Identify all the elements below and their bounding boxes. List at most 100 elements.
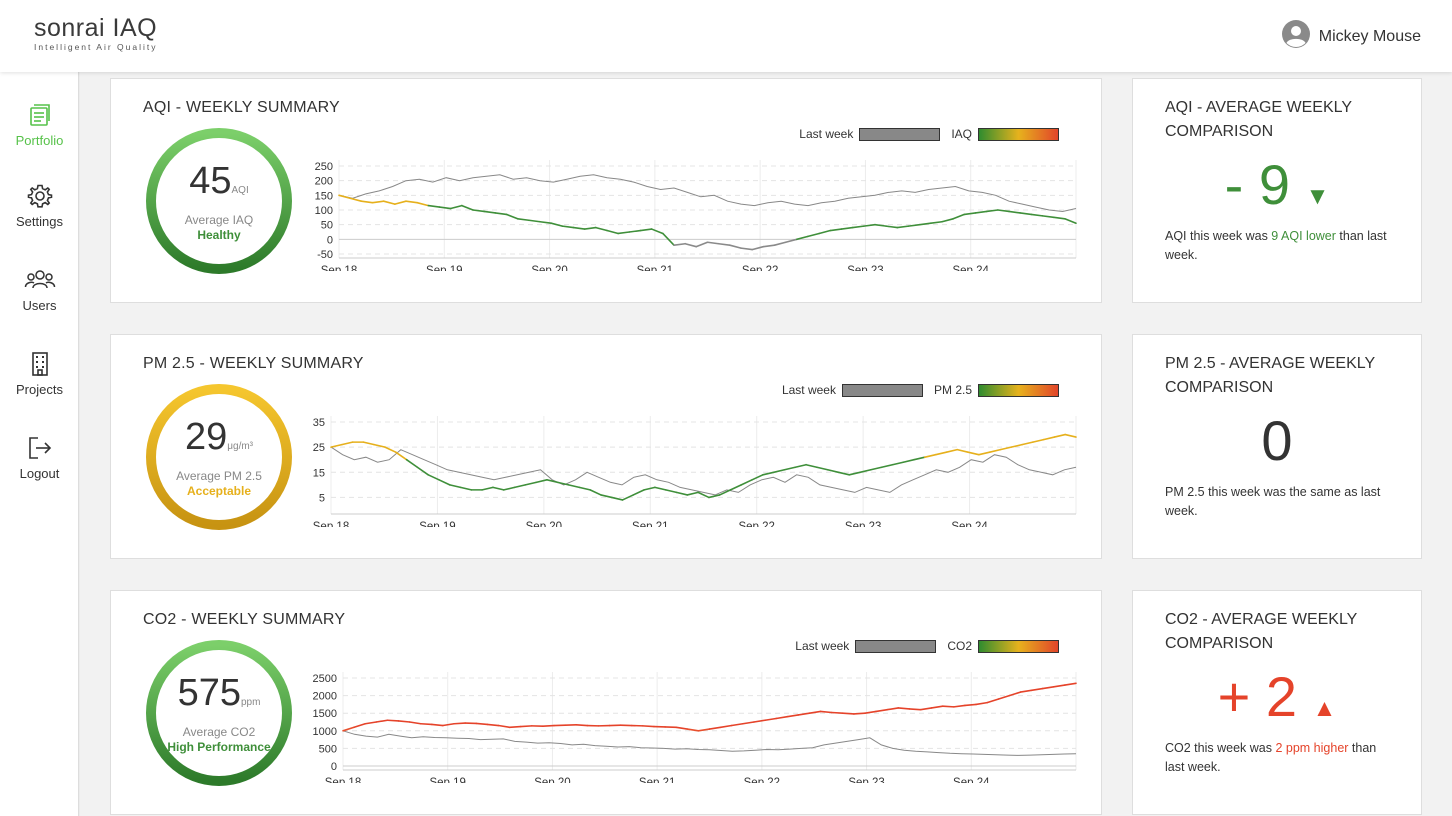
series-current-segment [875,708,888,713]
logout-icon [28,437,51,459]
series-current-segment [481,486,494,491]
series-current-segment [650,228,664,235]
x-tick-label: Sep 24 [952,265,989,271]
user-menu[interactable]: Mickey Mouse [1281,20,1421,53]
co2-gauge-label: Average CO2 [182,725,256,739]
x-tick-label: Sep 22 [742,265,778,271]
series-current-segment [448,484,462,489]
series-current-segment [371,200,385,204]
app-logo[interactable]: sonrai IAQ Intelligent Air Quality [34,14,157,52]
aqi-summary-card: AQI - WEEKLY SUMMARY 45AQI Average IAQ H… [110,78,1102,303]
series-current-segment [762,244,776,248]
series-current-segment [438,206,452,210]
portfolio-icon [29,104,50,126]
series-current-segment [880,463,894,469]
series-current-segment [805,463,818,469]
series-current-segment [751,474,764,481]
series-current-segment [967,451,980,456]
series-current-segment [394,451,408,461]
aqi-summary-title: AQI - WEEKLY SUMMARY [143,99,340,116]
aqi-comparison-title: AQI - AVERAGE WEEKLY COMPARISON [1165,99,1352,140]
series-current-segment [561,225,575,229]
series-current-segment [524,481,537,486]
series-current-segment [1030,687,1044,692]
pm25-comparison-value-wrap: 0 [1133,409,1421,473]
x-tick-label: Sep 21 [632,521,668,527]
series-current-segment [505,213,519,220]
series-current-segment [1041,685,1055,690]
series-current-segment [362,441,375,446]
legend-current-swatch [978,127,1059,141]
series-current-segment [697,728,711,732]
co2-gauge-status: High Performance [167,740,271,754]
series-current-segment [453,722,466,725]
x-tick-label: Sep 24 [951,521,988,527]
series-current-segment [639,228,653,232]
legend-last-week-label: Last week [781,383,836,397]
series-current-segment [1053,433,1067,438]
legend-last-week-swatch [841,383,923,397]
co2-comparison-description: CO2 this week was 2 ppm higher than last… [1165,739,1395,777]
x-tick-label: Sep 18 [321,265,357,271]
series-current-segment [848,471,861,476]
co2-summary-title: CO2 - WEEKLY SUMMARY [143,611,346,628]
sidebar-item-projects[interactable]: Projects [0,351,79,397]
series-current-segment [397,720,411,723]
y-tick-label: 200 [315,176,333,188]
series-current-segment [975,701,988,706]
series-current-segment [600,494,613,499]
series-current-segment [546,479,559,484]
series-current-segment [719,724,733,729]
pm25-comparison-card: PM 2.5 - AVERAGE WEEKLY COMPARISON 0 PM … [1132,334,1422,559]
series-current-segment [673,242,686,246]
series-current-segment [891,461,905,466]
series-current-segment [519,725,533,728]
series-current-segment [941,705,955,708]
series-current-segment [826,468,840,474]
series-current-segment [539,220,552,224]
user-name: Mickey Mouse [1318,27,1421,45]
series-current-segment [1064,682,1077,686]
series-current-segment [830,711,844,715]
series-current-segment [885,225,899,229]
series-current-segment [405,200,418,204]
series-current-segment [1019,212,1033,216]
series-current-segment [1021,441,1034,446]
series-current-segment [840,226,854,230]
co2-comparison-card: CO2 - AVERAGE WEEKLY COMPARISON + 2 ▲ CO… [1132,590,1422,815]
series-current-segment [589,489,602,496]
series-current-segment [513,484,527,489]
series-current-segment [675,491,689,496]
series-current-segment [740,247,753,251]
series-current-segment [1032,438,1045,443]
series-current-segment [628,229,642,233]
pm25-gauge: 29μg/m³ Average PM 2.5 Acceptable [145,383,293,531]
sidebar-item-portfolio[interactable]: Portfolio [0,102,79,148]
series-current-segment [919,707,933,711]
series-current-segment [918,222,932,226]
series-current-segment [930,220,943,224]
sidebar-item-settings[interactable]: Settings [0,183,79,229]
sidebar-item-logout[interactable]: Logout [0,435,79,481]
series-current-segment [729,244,742,249]
series-current-segment [908,708,922,711]
series-current-segment [764,717,777,722]
series-current-segment [1052,216,1066,220]
series-current-segment [1064,218,1077,224]
series-current-segment [985,209,999,213]
series-current-segment [583,226,597,230]
sidebar-item-users[interactable]: Users [0,267,79,313]
series-current-segment [952,213,966,220]
series-current-segment [567,484,581,489]
logo-tagline: Intelligent Air Quality [34,42,158,52]
y-tick-label: 150 [315,190,333,202]
series-current-segment [542,724,555,728]
series-current-segment [684,242,698,248]
series-current-segment [556,481,570,486]
series-current-segment [742,721,755,725]
series-current-segment [930,705,944,709]
series-current-segment [330,443,343,448]
series-current-segment [1008,210,1021,214]
series-current-segment [740,479,753,486]
series-current-segment [349,197,363,203]
